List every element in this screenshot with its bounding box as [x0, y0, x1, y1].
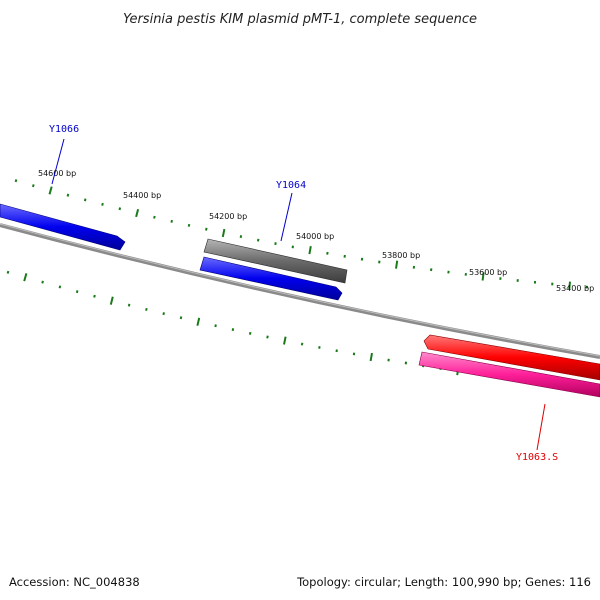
- tick-label-53800: 53800 bp: [382, 251, 420, 260]
- inner-minor-tick: [93, 294, 96, 298]
- outer-major-tick: [481, 272, 485, 281]
- inner-major-tick: [283, 336, 287, 345]
- inner-major-tick: [369, 352, 373, 362]
- inner-major-tick: [109, 296, 114, 305]
- outer-minor-tick: [66, 193, 70, 197]
- outer-major-tick: [395, 260, 399, 269]
- inner-minor-tick: [75, 290, 79, 294]
- topology-summary: Topology: circular; Length: 100,990 bp; …: [296, 575, 591, 589]
- tick-label-54000: 54000 bp: [296, 232, 334, 241]
- inner-minor-tick: [266, 335, 269, 339]
- tick-label-54400: 54400 bp: [123, 191, 161, 200]
- outer-major-tick: [135, 208, 140, 218]
- outer-minor-tick: [187, 223, 191, 227]
- outer-tick-ring: [14, 179, 588, 290]
- outer-minor-tick: [239, 235, 243, 239]
- outer-minor-tick: [83, 198, 87, 202]
- tick-label-54200: 54200 bp: [209, 212, 247, 221]
- outer-major-tick: [568, 281, 571, 290]
- inner-minor-tick: [145, 307, 148, 311]
- inner-minor-tick: [214, 324, 217, 328]
- inner-minor-tick: [41, 280, 44, 284]
- gene-y1063-arrow[interactable]: [423, 334, 600, 381]
- inner-minor-tick: [58, 285, 62, 289]
- map-title: Yersinia pestis KIM plasmid pMT-1, compl…: [123, 12, 477, 27]
- plasmid-backbone: [0, 223, 600, 359]
- gene-y1064-arrow[interactable]: [199, 256, 343, 301]
- outer-minor-tick: [256, 238, 260, 242]
- inner-major-tick: [196, 317, 201, 326]
- tick-label-53600: 53600 bp: [469, 268, 507, 277]
- plasmid-backbone-highlight: [0, 223, 600, 357]
- gene-y1064-leader: [280, 192, 293, 242]
- outer-major-tick: [221, 228, 226, 238]
- gene-y1066-arrow[interactable]: [0, 203, 126, 251]
- outer-minor-tick: [205, 227, 208, 231]
- tick-label-54600: 54600 bp: [38, 169, 76, 178]
- inner-minor-tick: [300, 342, 304, 346]
- inner-minor-tick: [127, 303, 131, 307]
- gene-y1063-second-bar[interactable]: [418, 351, 600, 398]
- outer-minor-tick: [153, 215, 156, 219]
- inner-minor-tick: [179, 316, 183, 320]
- outer-minor-tick: [31, 184, 35, 188]
- inner-minor-tick: [248, 331, 252, 335]
- outer-major-tick: [308, 246, 312, 255]
- outer-minor-tick: [101, 202, 104, 206]
- accession-text: Accession: NC_004838: [9, 575, 140, 589]
- outer-minor-tick: [170, 219, 173, 223]
- gene-y1063-label[interactable]: Y1063.S: [516, 452, 558, 463]
- inner-major-tick: [23, 273, 28, 282]
- outer-major-tick: [48, 186, 53, 195]
- inner-minor-tick: [231, 328, 235, 332]
- gene-y1064-pseudo-bar[interactable]: [203, 238, 348, 284]
- inner-minor-tick: [6, 270, 10, 274]
- gene-y1064-label[interactable]: Y1064: [276, 180, 306, 191]
- outer-minor-tick: [118, 207, 122, 211]
- inner-minor-tick: [162, 312, 165, 316]
- gene-y1063-leader: [536, 403, 546, 451]
- tick-label-53400: 53400 bp: [556, 284, 594, 293]
- gene-y1066-leader: [51, 138, 65, 185]
- outer-minor-tick: [14, 179, 18, 183]
- gene-y1066-label[interactable]: Y1066: [49, 124, 79, 135]
